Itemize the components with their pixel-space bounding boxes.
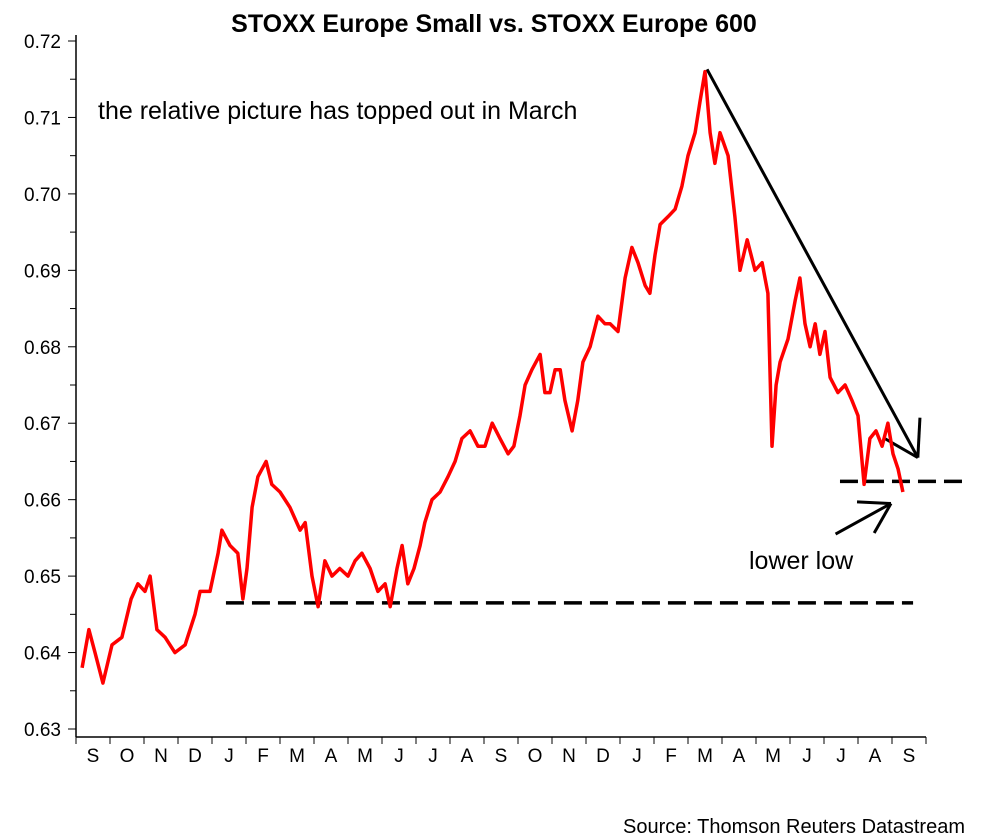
x-tick-label: M xyxy=(357,746,373,767)
x-tick-label: J xyxy=(394,746,404,767)
x-tick-label: J xyxy=(632,746,642,767)
x-tick-label: S xyxy=(495,746,508,767)
y-tick-label: 0.70 xyxy=(24,185,61,206)
y-tick-label: 0.67 xyxy=(24,414,61,435)
annotations xyxy=(225,68,967,605)
lower-low-arrow-head xyxy=(872,502,893,534)
x-tick-label: N xyxy=(154,746,168,767)
y-tick-label: 0.63 xyxy=(24,720,61,741)
annotation-topped-out: the relative picture has topped out in M… xyxy=(98,97,577,125)
trend-arrow xyxy=(705,68,920,459)
x-tick-label: A xyxy=(461,746,474,767)
lower-low-arrow xyxy=(834,502,892,536)
x-tick-label: M xyxy=(765,746,781,767)
y-axis: 0.63 0.64 0.65 0.66 0.67 0.68 0.69 0.70 0.71 0.72 xyxy=(24,32,77,741)
x-tick-label: N xyxy=(562,746,576,767)
x-tick-label: F xyxy=(665,746,677,767)
x-tick-label: S xyxy=(87,746,100,767)
x-tick-label: M xyxy=(697,746,713,767)
x-tick-label: J xyxy=(802,746,812,767)
x-tick-label: J xyxy=(224,746,234,767)
y-tick-label: 0.64 xyxy=(24,644,61,665)
x-tick-label: S xyxy=(903,746,916,767)
y-tick-label: 0.65 xyxy=(24,567,61,588)
series-line xyxy=(80,69,905,685)
x-tick-label: O xyxy=(528,746,543,767)
source-note: Source: Thomson Reuters Datastream xyxy=(623,816,965,838)
x-tick-label: D xyxy=(188,746,202,767)
x-tick-label: J xyxy=(428,746,438,767)
x-tick-label: O xyxy=(120,746,135,767)
x-tick-label: D xyxy=(596,746,610,767)
lower-low-arrow-head xyxy=(856,500,892,505)
chart-title: STOXX Europe Small vs. STOXX Europe 600 xyxy=(231,10,757,38)
trend-arrow-head xyxy=(916,417,922,458)
x-tick-label: M xyxy=(289,746,305,767)
y-tick-label: 0.68 xyxy=(24,338,61,359)
y-tick-label: 0.66 xyxy=(24,491,61,512)
x-tick-label: A xyxy=(733,746,746,767)
y-tick-label: 0.71 xyxy=(24,108,61,129)
x-tick-label: A xyxy=(869,746,882,767)
x-tick-label: J xyxy=(836,746,846,767)
y-tick-label: 0.72 xyxy=(24,32,61,53)
annotation-lower-low: lower low xyxy=(749,547,854,575)
y-tick-label: 0.69 xyxy=(24,261,61,282)
x-tick-label: F xyxy=(257,746,269,767)
trend-arrow-head xyxy=(882,436,919,459)
x-tick-label: A xyxy=(325,746,338,767)
